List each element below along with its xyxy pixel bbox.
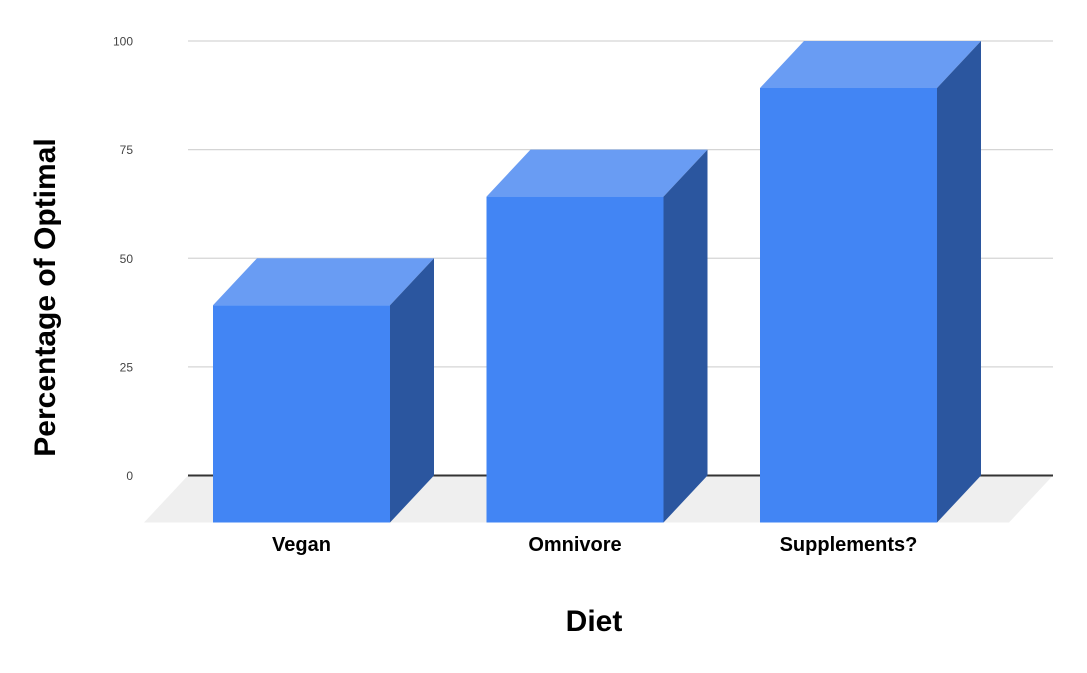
category-labels-layer: Vegan Omnivore Supplements? xyxy=(272,534,917,556)
bar-vegan-front-face xyxy=(213,305,390,523)
bar-vegan-top-face xyxy=(213,258,434,306)
bar-supplements[interactable] xyxy=(760,41,981,523)
y-tick-label-100: 100 xyxy=(113,35,133,49)
bar-vegan[interactable] xyxy=(213,258,434,523)
x-category-label-vegan: Vegan xyxy=(272,534,331,556)
bar-omnivore-top-face xyxy=(486,149,708,197)
bars-layer xyxy=(213,41,981,523)
x-category-label-supplements: Supplements? xyxy=(780,534,918,556)
y-tick-label-75: 75 xyxy=(120,143,134,157)
y-tick-labels-layer: 0 25 50 75 100 xyxy=(113,35,133,484)
bar-omnivore-side-face xyxy=(663,149,708,523)
y-axis-title: Percentage of Optimal xyxy=(29,138,62,456)
x-axis-title: Diet xyxy=(566,605,623,638)
y-tick-label-25: 25 xyxy=(120,360,134,374)
x-category-label-omnivore: Omnivore xyxy=(528,534,621,556)
bar-supplements-side-face xyxy=(937,41,981,523)
bar-omnivore[interactable] xyxy=(486,149,708,523)
bar-supplements-front-face xyxy=(760,88,937,523)
y-tick-label-50: 50 xyxy=(120,252,134,266)
y-tick-label-0: 0 xyxy=(126,469,133,483)
bar-supplements-top-face xyxy=(760,41,981,88)
bar-omnivore-front-face xyxy=(486,196,664,523)
bar-vegan-side-face xyxy=(390,258,434,523)
